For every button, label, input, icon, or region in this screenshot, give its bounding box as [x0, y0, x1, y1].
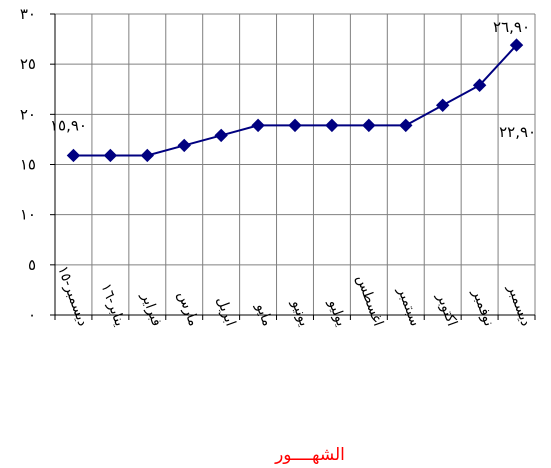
series [66, 38, 524, 163]
y-tick-label: ٢٠ [20, 105, 36, 123]
x-tick-label: نوفمبر [469, 286, 497, 328]
x-tick-label: يونيو [288, 297, 312, 328]
data-point-marker [214, 128, 228, 143]
x-tick-label: اغسطس [353, 273, 386, 328]
x-tick-label: فبراير [138, 290, 165, 329]
x-tick-label: مارس [174, 289, 201, 328]
x-axis-title: الشهــــور [274, 445, 345, 465]
x-tick-label: سبتمبر [394, 284, 423, 328]
axes [50, 13, 536, 320]
data-point-marker [509, 38, 524, 52]
data-point-marker [435, 98, 450, 113]
series-line [73, 44, 518, 157]
data-point-marker [362, 118, 376, 133]
y-tick-label: ٥ [28, 256, 36, 274]
x-tick-label: ديسمبر [504, 282, 534, 329]
data-label: ٢٦,٩٠ [493, 18, 530, 36]
x-axis-ticks: ديسمبر-١٥ يناير-١٦ فبراير مارس ابريل مايو يوني… [54, 264, 534, 329]
data-point-marker [472, 78, 487, 92]
data-point-marker [399, 118, 413, 133]
data-point-marker [66, 148, 81, 163]
y-tick-label: ٣٠ [20, 5, 36, 23]
data-label: ١٥,٩٠ [50, 116, 87, 134]
x-tick-label: مايو [252, 300, 275, 328]
grid [54, 13, 536, 316]
y-tick-label: ٢٥ [20, 55, 36, 73]
x-tick-label: يوليو [325, 297, 350, 329]
y-tick-label: ٠ [28, 306, 36, 324]
data-point-marker [288, 118, 302, 133]
y-tick-label: ١٥ [20, 156, 36, 174]
y-tick-label: ١٠ [20, 206, 36, 224]
x-tick-label: ابريل [213, 295, 238, 329]
data-point-marker [177, 138, 191, 153]
y-axis-ticks: ٠ ٥ ١٠ ١٥ ٢٠ ٢٥ ٣٠ [20, 5, 36, 324]
data-point-marker [251, 118, 265, 133]
x-tick-label: ديسمبر-١٥ [54, 264, 91, 328]
x-tick-label: اكتوبر [433, 290, 460, 328]
data-point-marker [325, 118, 339, 133]
data-point-marker [140, 148, 155, 163]
data-point-marker [103, 148, 118, 163]
data-label: ٢٢,٩٠ [499, 123, 536, 141]
x-tick-label: يناير-١٦ [98, 281, 128, 328]
annotations: ١٥,٩٠ ٢٢,٩٠ ٢٦,٩٠ [50, 18, 536, 141]
